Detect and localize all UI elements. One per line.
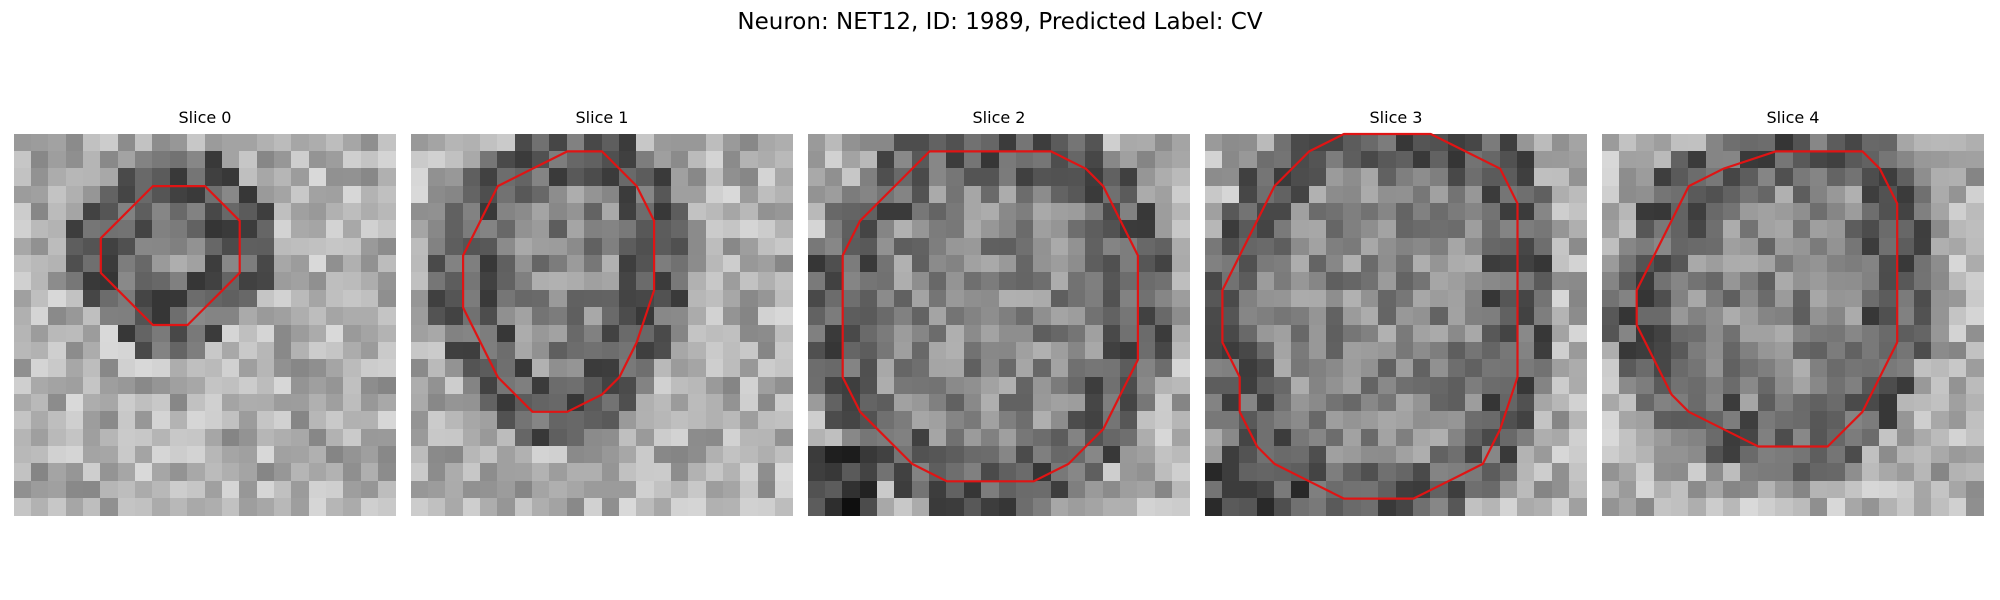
slice-1-title: Slice 1 xyxy=(575,108,629,127)
slice-2-contour xyxy=(841,150,1139,483)
slice-0-contour-line xyxy=(99,184,241,327)
slice-3-image xyxy=(1205,132,1587,516)
slice-panel-1: Slice 1 xyxy=(411,108,793,516)
slice-1-contour xyxy=(461,150,656,413)
figure-title: Neuron: NET12, ID: 1989, Predicted Label… xyxy=(737,9,1263,35)
slice-2-image xyxy=(808,134,1190,516)
slice-3-contour xyxy=(1221,132,1519,500)
slice-2-microscopy xyxy=(808,134,1190,516)
slice-panel-4: Slice 4 xyxy=(1602,108,1984,516)
slice-4-contour xyxy=(1635,150,1899,448)
slice-2-title: Slice 2 xyxy=(972,108,1026,127)
slice-1-contour-line xyxy=(461,150,656,413)
slice-0-title: Slice 0 xyxy=(178,108,232,127)
slice-1-microscopy xyxy=(411,134,793,516)
slice-0-contour xyxy=(99,184,241,327)
slice-0-microscopy xyxy=(14,134,396,516)
slice-4-title: Slice 4 xyxy=(1766,108,1820,127)
slice-0-image xyxy=(14,134,396,516)
slice-panel-2: Slice 2 xyxy=(808,108,1190,516)
slice-1-image xyxy=(411,134,793,516)
slice-3-contour-line xyxy=(1221,132,1519,500)
slice-4-contour-line xyxy=(1635,150,1899,448)
slice-2-contour-line xyxy=(841,150,1139,483)
slice-panel-0: Slice 0 xyxy=(14,108,396,516)
slice-4-image xyxy=(1602,134,1984,516)
slice-4-microscopy xyxy=(1602,134,1984,516)
slice-3-title: Slice 3 xyxy=(1369,108,1423,127)
slice-panel-3: Slice 3 xyxy=(1205,108,1587,516)
